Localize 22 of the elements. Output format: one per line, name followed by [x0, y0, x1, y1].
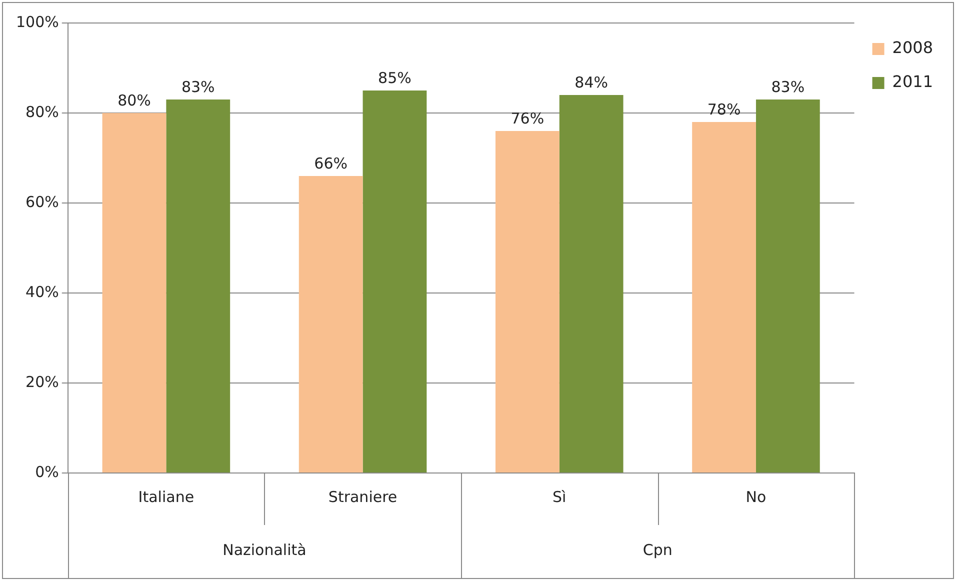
y-tick-label: 20% [26, 372, 59, 391]
y-tick-label: 0% [35, 462, 59, 481]
legend-label: 2008 [892, 38, 933, 58]
data-label: 83% [181, 78, 215, 96]
y-tick-label: 100% [16, 12, 59, 31]
data-label: 66% [314, 154, 348, 172]
x-tick-label: Italiane [138, 488, 194, 506]
x-tick-label: No [746, 488, 766, 506]
legend-label: 2011 [892, 72, 933, 92]
data-label: 84% [574, 73, 608, 92]
y-tick-label: 60% [26, 192, 59, 211]
data-label: 76% [510, 109, 544, 128]
y-tick-label: 80% [26, 102, 59, 121]
y-tick-label: 40% [26, 282, 59, 301]
data-label: 80% [118, 91, 151, 110]
x-tick-label: Straniere [328, 488, 398, 506]
x-tick-label: Sì [552, 488, 566, 506]
data-label: 83% [771, 78, 805, 96]
text: Nazionalità [222, 540, 306, 559]
data-label: 78% [707, 100, 741, 118]
data-label: 85% [378, 68, 412, 87]
text: Cpn [642, 540, 672, 559]
